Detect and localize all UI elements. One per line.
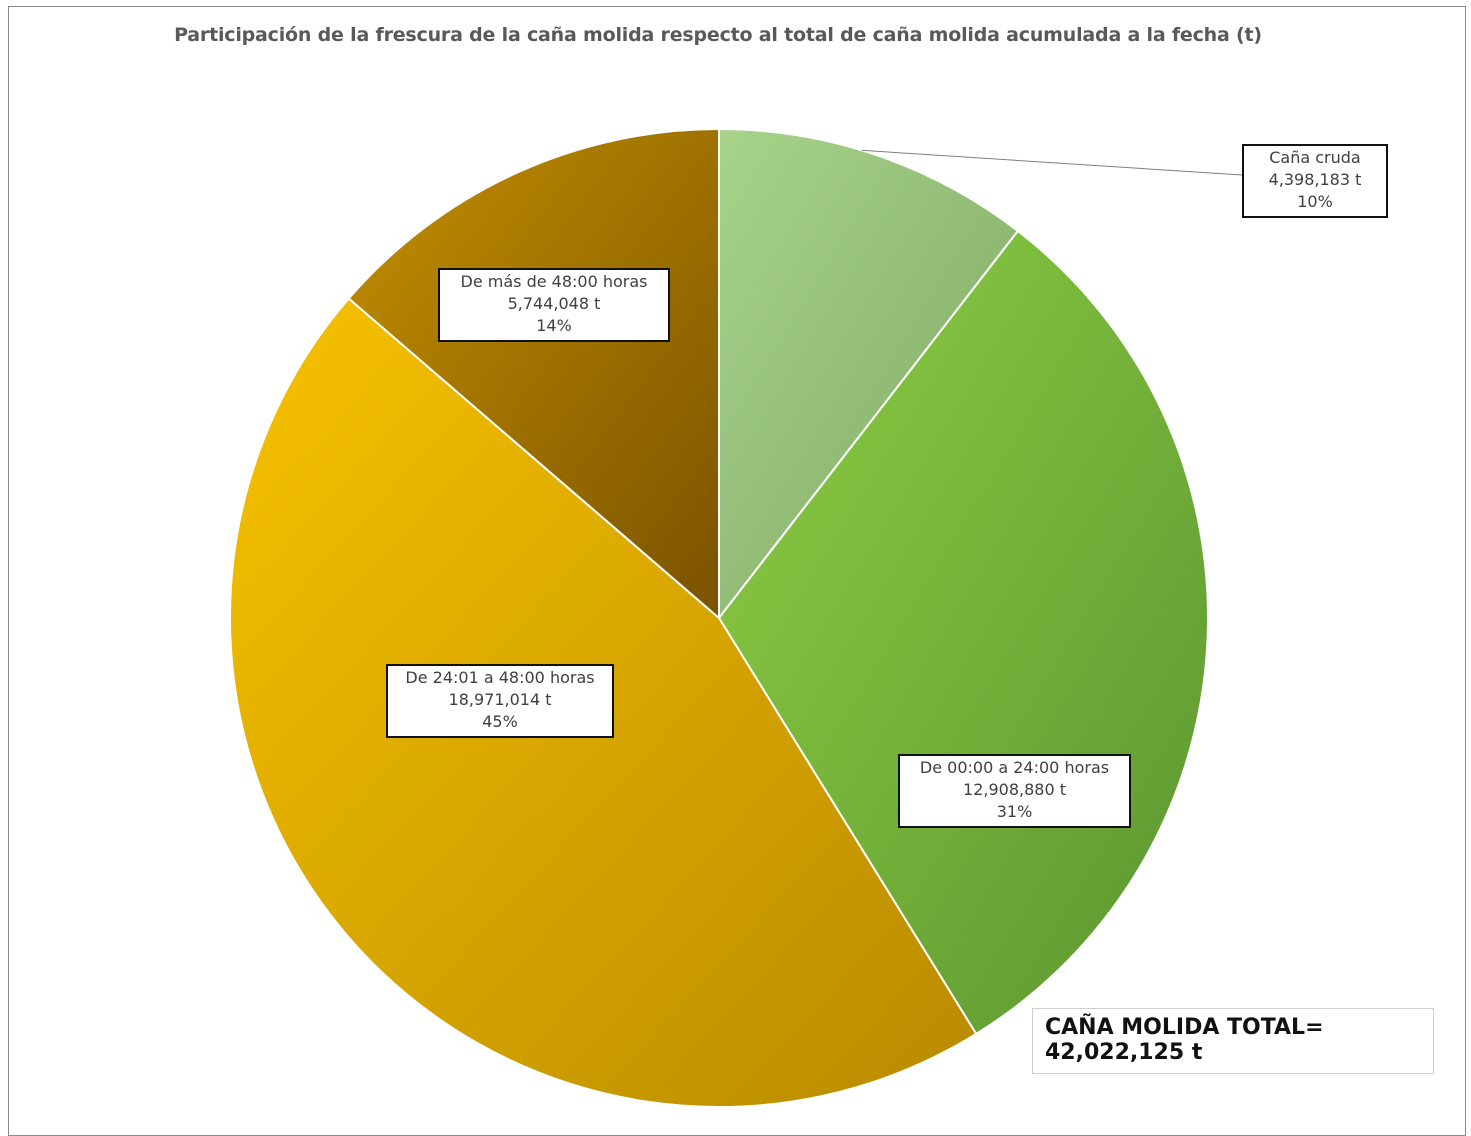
slice-label-cana-cruda: Caña cruda 4,398,183 t 10% <box>1242 144 1388 218</box>
slice-value: 5,744,048 t <box>507 294 601 313</box>
total-box: CAÑA MOLIDA TOTAL= 42,022,125 t <box>1032 1008 1434 1074</box>
total-value: 42,022,125 t <box>1045 1040 1203 1065</box>
slice-label-00-24-horas: De 00:00 a 24:00 horas 12,908,880 t 31% <box>898 754 1131 828</box>
slice-percent: 45% <box>482 712 518 731</box>
slice-percent: 10% <box>1297 192 1333 211</box>
slice-value: 12,908,880 t <box>963 780 1066 799</box>
slice-name: De 00:00 a 24:00 horas <box>919 758 1110 777</box>
chart-title: Participación de la frescura de la caña … <box>174 24 1262 46</box>
slice-label-mas-48-horas: De más de 48:00 horas 5,744,048 t 14% <box>438 268 670 342</box>
slice-mas-48-horas <box>347 127 720 621</box>
slice-cana-cruda <box>718 127 1020 621</box>
slice-name: De 24:01 a 48:00 horas <box>405 668 595 687</box>
slice-label-24-48-horas: De 24:01 a 48:00 horas 18,971,014 t 45% <box>386 664 614 738</box>
slice-name: Caña cruda <box>1269 148 1361 167</box>
slice-value: 18,971,014 t <box>448 690 552 709</box>
slice-name: De más de 48:00 horas <box>460 272 648 291</box>
slice-percent: 31% <box>996 802 1033 821</box>
slice-percent: 14% <box>536 316 572 335</box>
leader-line-cana-cruda <box>861 149 1243 176</box>
slice-value: 4,398,183 t <box>1268 170 1362 189</box>
slice-00-24-horas <box>717 229 1209 1036</box>
total-label: CAÑA MOLIDA TOTAL= <box>1045 1015 1324 1040</box>
